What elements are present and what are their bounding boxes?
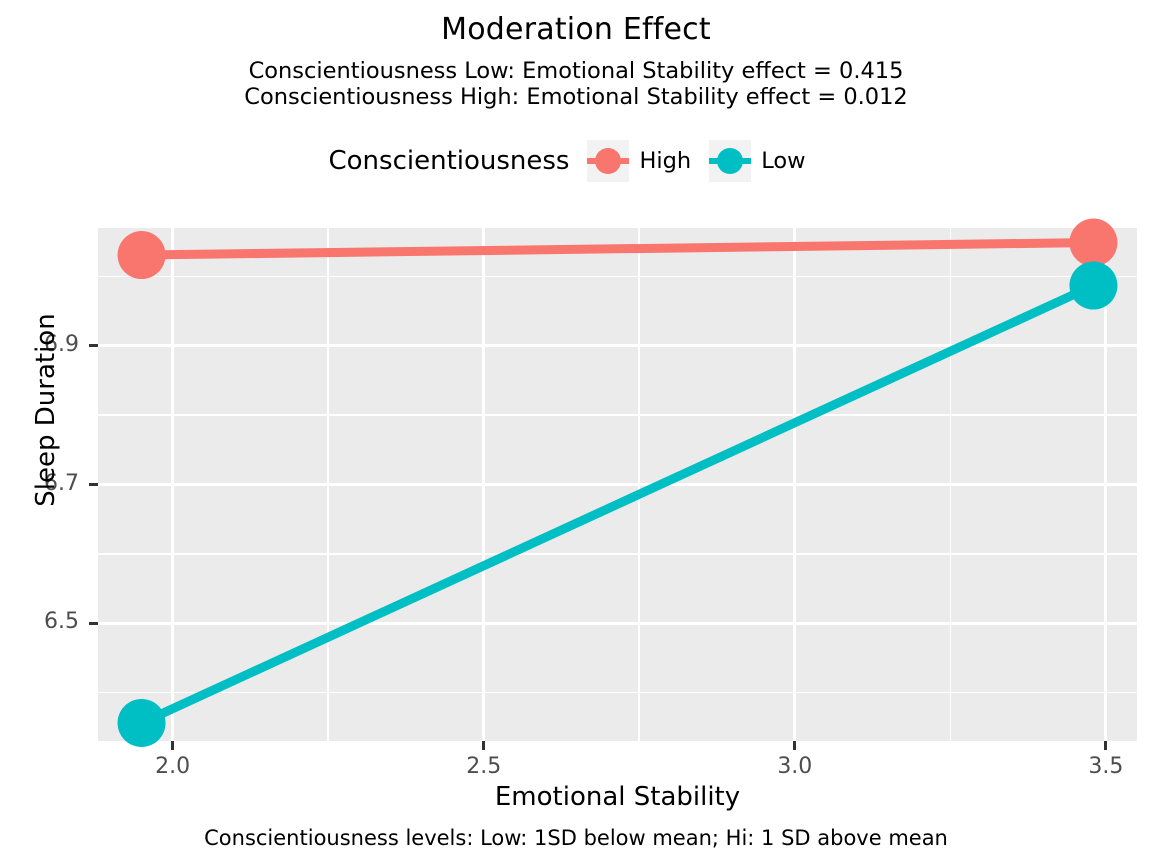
gridline-minor-horizontal [98,414,1137,416]
gridline-major-vertical [1104,228,1108,741]
gridline-major-vertical [171,228,175,741]
x-tick-mark [482,741,486,750]
y-tick-label: 6.9 [44,331,79,357]
data-layer [117,218,1118,747]
legend-key-high [587,140,630,182]
y-tick-mark [89,483,98,486]
gridline-major-horizontal [98,483,1137,486]
gridline-minor-horizontal [98,691,1137,694]
gridline-major-horizontal [98,344,1137,348]
y-axis-title: Sleep Duration [31,313,61,507]
gridline-minor-horizontal [98,553,1137,555]
plot-caption: Conscientiousness levels: Low: 1SD below… [204,826,948,850]
y-tick-mark [89,621,98,625]
legend-key-low [709,140,752,182]
page-title: Moderation Effect [441,12,711,47]
gridline-major-vertical [482,228,486,741]
data-point [1069,261,1118,310]
gridline-minor-vertical [949,228,952,741]
x-tick-mark [793,741,797,750]
gridline-minor-vertical [327,228,329,741]
series-low [117,261,1118,747]
data-point [117,231,166,280]
legend-item-high[interactable]: High [587,140,691,182]
y-tick-label: 6.7 [44,470,79,496]
legend-label-high: High [639,148,692,174]
x-tick-label: 3.0 [777,754,813,779]
data-point [117,698,166,747]
x-tick-mark [171,741,175,750]
legend-label-low: Low [761,148,806,174]
plot-subtitle: Conscientiousness Low: Emotional Stabili… [0,58,1152,110]
series-high [117,218,1118,280]
gridline-major-vertical [793,228,797,741]
subtitle-line-low: Conscientiousness Low: Emotional Stabili… [248,58,904,84]
plot-panel [98,218,1137,747]
x-tick-label: 2.0 [155,754,191,779]
legend-point-icon-low [709,148,752,174]
gridline-major-horizontal [98,621,1137,625]
data-point [1069,218,1118,267]
subtitle-line-high: Conscientiousness High: Emotional Stabil… [244,84,908,110]
y-tick-mark [89,344,98,348]
legend-title: Conscientiousness [328,146,570,176]
legend: Conscientiousness High Low [0,140,1152,182]
series-line-high [137,238,1098,260]
x-axis-title: Emotional Stability [494,782,741,812]
x-tick-label: 2.5 [466,754,502,779]
gridline-minor-horizontal [98,275,1137,278]
gridline-minor-vertical [638,228,641,741]
x-tick-mark [1104,741,1108,750]
series-line-low [137,281,1098,728]
legend-item-low[interactable]: Low [709,140,806,182]
y-tick-label: 6.5 [44,609,79,635]
x-tick-label: 3.5 [1088,754,1124,779]
legend-point-icon-high [587,148,630,174]
